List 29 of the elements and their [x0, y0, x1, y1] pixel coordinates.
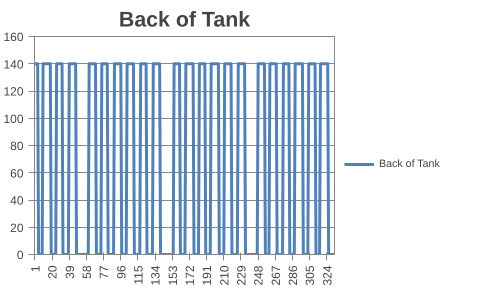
x-tick-label: 248 — [252, 265, 266, 286]
y-tick-label: 120 — [3, 84, 24, 98]
y-tick-label: 140 — [3, 57, 24, 72]
y-tick-label: 0 — [16, 248, 24, 262]
x-tick-label: 77 — [97, 265, 112, 279]
y-tick-label: 100 — [3, 112, 24, 126]
x-tick-label: 58 — [80, 265, 94, 279]
x-tick-label: 172 — [182, 265, 197, 286]
x-tick-label: 324 — [320, 265, 334, 286]
x-tick-label: 115 — [131, 265, 146, 285]
x-tick-label: 286 — [286, 265, 300, 286]
x-tick-label: 20 — [46, 265, 60, 279]
y-tick-label: 160 — [3, 30, 24, 44]
x-tick-label: 210 — [217, 265, 232, 286]
x-tick-label: 134 — [148, 265, 163, 286]
y-tick-label: 40 — [10, 194, 24, 208]
y-tick-label: 60 — [10, 166, 24, 180]
chart-title: Back of Tank — [118, 8, 250, 32]
x-tick-label: 153 — [166, 265, 180, 286]
x-tick-label: 1 — [28, 265, 42, 272]
x-tick-label: 267 — [268, 265, 283, 286]
x-tick-label: 96 — [114, 265, 128, 279]
y-tick-label: 80 — [10, 139, 24, 153]
x-tick-label: 229 — [234, 265, 248, 286]
x-tick-label: 191 — [200, 265, 214, 286]
x-tick-label: 39 — [62, 265, 77, 279]
y-tick-label: 20 — [10, 220, 24, 235]
legend-label: Back of Tank — [379, 158, 440, 170]
x-tick-label: 305 — [303, 265, 318, 286]
